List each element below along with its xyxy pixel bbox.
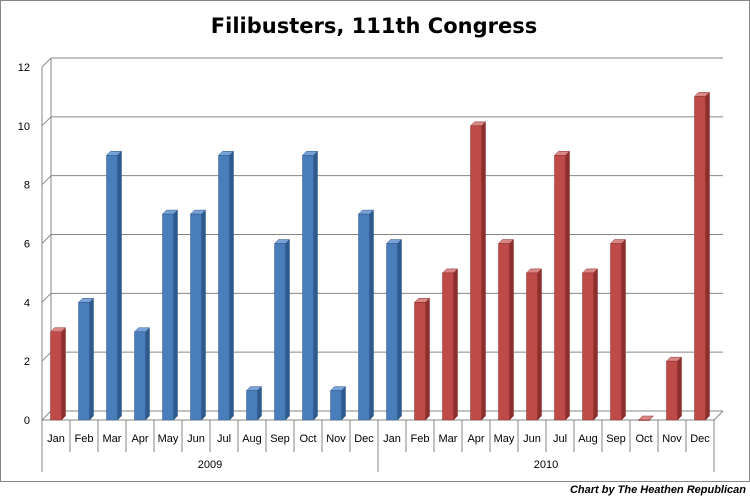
bar-side	[117, 150, 122, 421]
bar	[162, 213, 174, 421]
bar-side	[285, 238, 290, 421]
x-tick-label: Mar	[439, 433, 458, 445]
x-tick-label: Jan	[383, 433, 401, 445]
bar	[694, 96, 706, 421]
x-tick-label: Jun	[523, 433, 541, 445]
bar	[386, 243, 398, 421]
bar-side	[481, 121, 486, 421]
x-tick-label: Nov	[662, 433, 682, 445]
bar-side	[89, 297, 94, 421]
x-tick-label: Sep	[270, 433, 290, 445]
bar-side	[257, 385, 262, 421]
y-tick-label: 4	[24, 297, 30, 309]
bar	[50, 331, 62, 421]
x-tick-label: Aug	[578, 433, 598, 445]
bar-side	[229, 150, 234, 421]
bar-side	[705, 91, 710, 421]
bar	[190, 213, 202, 421]
bar	[274, 243, 286, 421]
bar	[246, 390, 258, 421]
x-tick-label: Jan	[47, 433, 65, 445]
x-tick-label: Oct	[635, 433, 652, 445]
x-tick-label: Nov	[326, 433, 346, 445]
bar	[218, 155, 230, 421]
bar-side	[425, 297, 430, 421]
gridline-connector	[41, 410, 52, 421]
bar	[358, 213, 370, 421]
bar	[78, 302, 90, 421]
x-tick-label: Mar	[103, 433, 122, 445]
bar-side	[313, 150, 318, 421]
gridline-connector	[41, 175, 52, 186]
x-tick-label: Sep	[606, 433, 626, 445]
bar-side	[369, 209, 374, 421]
x-tick-label: Jul	[553, 433, 567, 445]
bar-top	[637, 415, 655, 421]
y-tick-label: 2	[24, 356, 30, 368]
bar	[302, 155, 314, 421]
x-tick-label: May	[494, 433, 515, 445]
bar	[106, 155, 118, 421]
bar-side	[61, 327, 66, 421]
gridline-connector	[41, 116, 52, 127]
bar-side	[621, 238, 626, 421]
x-tick-label: May	[158, 433, 179, 445]
gridline-connector	[41, 57, 52, 68]
bar-side	[677, 356, 682, 421]
bar-side	[453, 268, 458, 421]
y-tick-label: 0	[24, 415, 30, 427]
bar	[638, 419, 650, 421]
y-tick-label: 6	[24, 239, 30, 251]
bar-side	[565, 150, 570, 421]
floor-edge	[713, 410, 724, 421]
bar	[330, 390, 342, 421]
bar	[554, 155, 566, 421]
bar	[526, 272, 538, 421]
x-tick-label: Jul	[217, 433, 231, 445]
x-tick-label: Oct	[299, 433, 316, 445]
bar	[610, 243, 622, 421]
bar	[666, 360, 678, 421]
x-tick-label: Aug	[242, 433, 262, 445]
x-tick-label: Jun	[187, 433, 205, 445]
bar-side	[145, 327, 150, 421]
gridline-connector	[41, 234, 52, 244]
bar-side	[201, 209, 206, 421]
bar	[134, 331, 146, 421]
bar-side	[341, 385, 346, 421]
bar	[498, 243, 510, 421]
x-tick-label: Dec	[690, 433, 710, 445]
group-label: 2010	[534, 459, 558, 471]
x-tick-label: Feb	[75, 433, 94, 445]
y-tick-label: 10	[18, 121, 30, 133]
gridline-connector	[41, 292, 52, 303]
bar-side	[509, 238, 514, 421]
x-tick-label: Apr	[467, 433, 484, 445]
bar	[470, 125, 482, 421]
group-label: 2009	[198, 459, 222, 471]
bar	[582, 272, 594, 421]
x-tick-label: Apr	[131, 433, 148, 445]
bar-side	[537, 268, 542, 421]
bar	[414, 302, 426, 421]
bar-side	[593, 268, 598, 421]
x-tick-label: Feb	[411, 433, 430, 445]
x-tick-label: Dec	[354, 433, 374, 445]
bar-side	[397, 238, 402, 421]
y-tick-label: 12	[18, 62, 30, 74]
y-tick-label: 8	[24, 180, 30, 192]
gridline-connector	[41, 351, 52, 362]
bar-side	[173, 209, 178, 421]
chart-title: Filibusters, 111th Congress	[210, 14, 538, 38]
chart-credit: Chart by The Heathen Republican	[569, 484, 746, 496]
bar	[442, 272, 454, 421]
